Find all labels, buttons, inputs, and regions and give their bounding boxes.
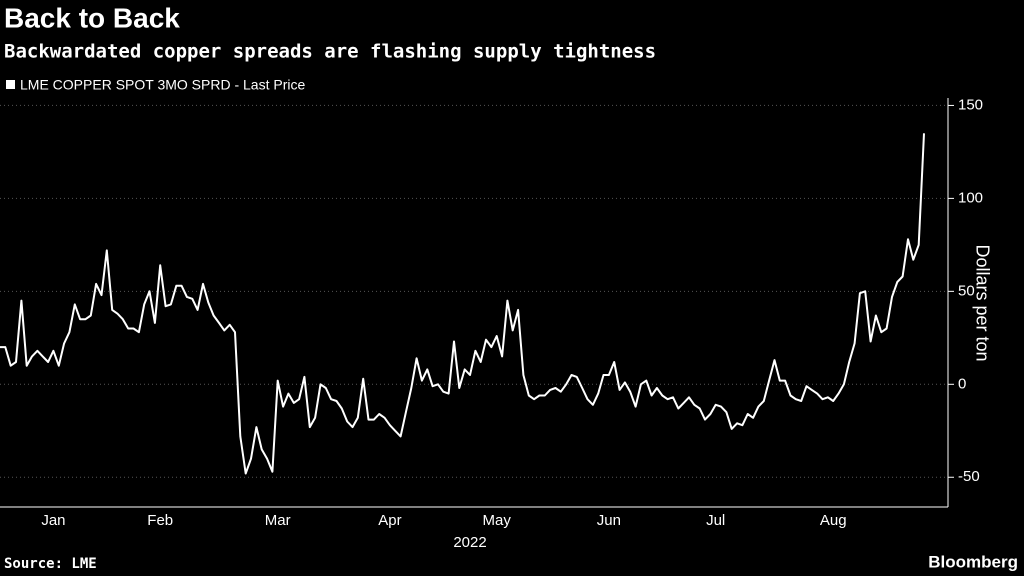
chart-subtitle: Backwardated copper spreads are flashing…	[4, 41, 656, 63]
x-tick-label: Apr	[378, 512, 401, 529]
y-tick-label: -50	[958, 468, 980, 485]
legend-label: LME COPPER SPOT 3MO SPRD - Last Price	[20, 77, 305, 93]
chart-title: Back to Back	[4, 2, 180, 33]
x-tick-label: Mar	[265, 512, 291, 529]
x-tick-label: May	[483, 512, 512, 529]
y-axis-label: Dollars per ton	[972, 244, 992, 361]
y-tick-label: 0	[958, 375, 966, 392]
x-tick-label: Jun	[597, 512, 621, 529]
y-tick-label: 150	[958, 96, 983, 113]
x-tick-label: Aug	[820, 512, 847, 529]
x-tick-label: Jul	[706, 512, 725, 529]
x-tick-label: Feb	[147, 512, 173, 529]
brand: Bloomberg	[928, 552, 1018, 571]
y-tick-label: 100	[958, 189, 983, 206]
legend-swatch	[6, 80, 15, 89]
x-axis-label: 2022	[453, 534, 486, 551]
source: Source: LME	[4, 556, 97, 572]
x-tick-label: Jan	[41, 512, 65, 529]
line-series	[0, 133, 925, 475]
y-tick-label: 50	[958, 282, 975, 299]
